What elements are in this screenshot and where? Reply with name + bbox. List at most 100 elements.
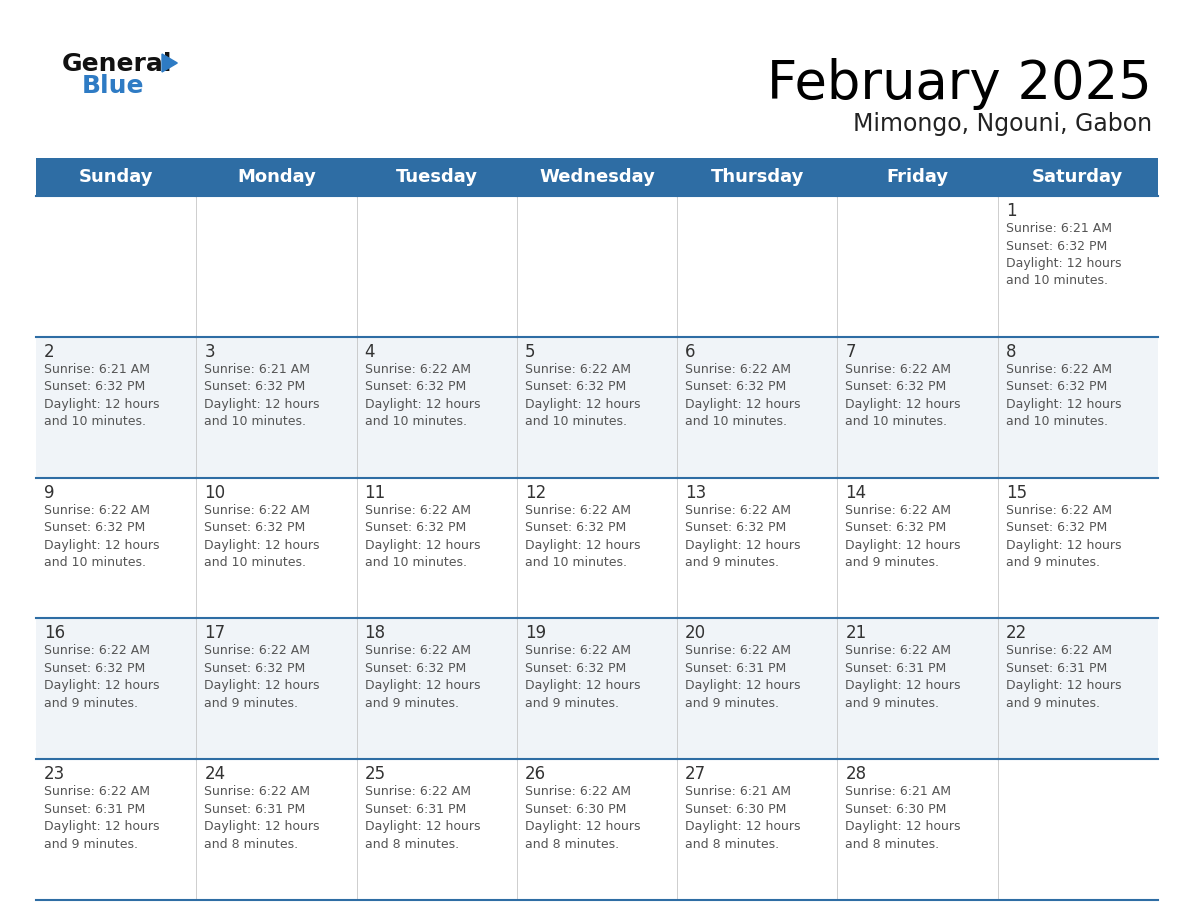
- Text: Sunrise: 6:22 AM
Sunset: 6:32 PM
Daylight: 12 hours
and 10 minutes.: Sunrise: 6:22 AM Sunset: 6:32 PM Dayligh…: [846, 363, 961, 429]
- Text: Mimongo, Ngouni, Gabon: Mimongo, Ngouni, Gabon: [853, 112, 1152, 136]
- Text: Sunrise: 6:21 AM
Sunset: 6:30 PM
Daylight: 12 hours
and 8 minutes.: Sunrise: 6:21 AM Sunset: 6:30 PM Dayligh…: [846, 785, 961, 851]
- Bar: [838, 619, 998, 759]
- Bar: [356, 619, 517, 759]
- Text: 26: 26: [525, 766, 546, 783]
- Bar: [838, 196, 998, 337]
- Bar: [196, 759, 356, 900]
- Text: Sunrise: 6:22 AM
Sunset: 6:32 PM
Daylight: 12 hours
and 9 minutes.: Sunrise: 6:22 AM Sunset: 6:32 PM Dayligh…: [685, 504, 801, 569]
- Bar: [517, 337, 677, 477]
- Text: Sunrise: 6:22 AM
Sunset: 6:32 PM
Daylight: 12 hours
and 10 minutes.: Sunrise: 6:22 AM Sunset: 6:32 PM Dayligh…: [204, 504, 320, 569]
- Bar: [196, 196, 356, 337]
- Text: Sunrise: 6:22 AM
Sunset: 6:31 PM
Daylight: 12 hours
and 8 minutes.: Sunrise: 6:22 AM Sunset: 6:31 PM Dayligh…: [204, 785, 320, 851]
- Text: 8: 8: [1006, 342, 1016, 361]
- Text: 13: 13: [685, 484, 707, 501]
- Text: Sunrise: 6:22 AM
Sunset: 6:31 PM
Daylight: 12 hours
and 9 minutes.: Sunrise: 6:22 AM Sunset: 6:31 PM Dayligh…: [1006, 644, 1121, 710]
- Text: Sunrise: 6:22 AM
Sunset: 6:32 PM
Daylight: 12 hours
and 10 minutes.: Sunrise: 6:22 AM Sunset: 6:32 PM Dayligh…: [685, 363, 801, 429]
- Bar: [356, 196, 517, 337]
- Bar: [517, 158, 677, 196]
- Bar: [517, 619, 677, 759]
- Bar: [517, 196, 677, 337]
- Bar: [998, 477, 1158, 619]
- Bar: [677, 619, 838, 759]
- Text: Sunrise: 6:22 AM
Sunset: 6:32 PM
Daylight: 12 hours
and 9 minutes.: Sunrise: 6:22 AM Sunset: 6:32 PM Dayligh…: [44, 644, 159, 710]
- Text: 21: 21: [846, 624, 867, 643]
- Text: 11: 11: [365, 484, 386, 501]
- Bar: [36, 158, 196, 196]
- Bar: [838, 759, 998, 900]
- Text: Blue: Blue: [82, 74, 145, 98]
- Text: Sunrise: 6:21 AM
Sunset: 6:32 PM
Daylight: 12 hours
and 10 minutes.: Sunrise: 6:21 AM Sunset: 6:32 PM Dayligh…: [204, 363, 320, 429]
- Bar: [677, 158, 838, 196]
- Text: Sunrise: 6:22 AM
Sunset: 6:31 PM
Daylight: 12 hours
and 9 minutes.: Sunrise: 6:22 AM Sunset: 6:31 PM Dayligh…: [846, 644, 961, 710]
- Bar: [838, 158, 998, 196]
- Text: 22: 22: [1006, 624, 1026, 643]
- Text: February 2025: February 2025: [767, 58, 1152, 110]
- Text: Sunrise: 6:22 AM
Sunset: 6:31 PM
Daylight: 12 hours
and 9 minutes.: Sunrise: 6:22 AM Sunset: 6:31 PM Dayligh…: [685, 644, 801, 710]
- Text: 10: 10: [204, 484, 226, 501]
- Text: 6: 6: [685, 342, 696, 361]
- Text: Sunrise: 6:22 AM
Sunset: 6:32 PM
Daylight: 12 hours
and 10 minutes.: Sunrise: 6:22 AM Sunset: 6:32 PM Dayligh…: [365, 363, 480, 429]
- Bar: [196, 477, 356, 619]
- Bar: [36, 477, 196, 619]
- Bar: [356, 158, 517, 196]
- Text: Tuesday: Tuesday: [396, 168, 478, 186]
- Text: 3: 3: [204, 342, 215, 361]
- Text: Sunrise: 6:22 AM
Sunset: 6:30 PM
Daylight: 12 hours
and 8 minutes.: Sunrise: 6:22 AM Sunset: 6:30 PM Dayligh…: [525, 785, 640, 851]
- Text: 1: 1: [1006, 202, 1017, 220]
- Text: Sunrise: 6:21 AM
Sunset: 6:32 PM
Daylight: 12 hours
and 10 minutes.: Sunrise: 6:21 AM Sunset: 6:32 PM Dayligh…: [44, 363, 159, 429]
- Text: Sunrise: 6:22 AM
Sunset: 6:31 PM
Daylight: 12 hours
and 8 minutes.: Sunrise: 6:22 AM Sunset: 6:31 PM Dayligh…: [365, 785, 480, 851]
- Bar: [356, 759, 517, 900]
- Text: 14: 14: [846, 484, 866, 501]
- Bar: [998, 196, 1158, 337]
- Bar: [356, 337, 517, 477]
- Bar: [36, 619, 196, 759]
- Bar: [998, 759, 1158, 900]
- Text: Sunrise: 6:21 AM
Sunset: 6:30 PM
Daylight: 12 hours
and 8 minutes.: Sunrise: 6:21 AM Sunset: 6:30 PM Dayligh…: [685, 785, 801, 851]
- Text: General: General: [62, 52, 172, 76]
- Text: Sunrise: 6:22 AM
Sunset: 6:32 PM
Daylight: 12 hours
and 9 minutes.: Sunrise: 6:22 AM Sunset: 6:32 PM Dayligh…: [204, 644, 320, 710]
- Text: Friday: Friday: [886, 168, 949, 186]
- Bar: [36, 196, 196, 337]
- Text: 9: 9: [44, 484, 55, 501]
- Text: 24: 24: [204, 766, 226, 783]
- Text: Sunday: Sunday: [78, 168, 153, 186]
- Text: Sunrise: 6:22 AM
Sunset: 6:32 PM
Daylight: 12 hours
and 9 minutes.: Sunrise: 6:22 AM Sunset: 6:32 PM Dayligh…: [365, 644, 480, 710]
- Text: 16: 16: [44, 624, 65, 643]
- Bar: [677, 759, 838, 900]
- Text: 5: 5: [525, 342, 536, 361]
- Text: 19: 19: [525, 624, 546, 643]
- Bar: [517, 759, 677, 900]
- Bar: [998, 158, 1158, 196]
- Text: Saturday: Saturday: [1032, 168, 1124, 186]
- Text: 28: 28: [846, 766, 866, 783]
- Polygon shape: [162, 54, 177, 72]
- Text: Sunrise: 6:22 AM
Sunset: 6:32 PM
Daylight: 12 hours
and 9 minutes.: Sunrise: 6:22 AM Sunset: 6:32 PM Dayligh…: [525, 644, 640, 710]
- Text: Sunrise: 6:22 AM
Sunset: 6:32 PM
Daylight: 12 hours
and 10 minutes.: Sunrise: 6:22 AM Sunset: 6:32 PM Dayligh…: [365, 504, 480, 569]
- Bar: [196, 158, 356, 196]
- Bar: [36, 759, 196, 900]
- Bar: [196, 337, 356, 477]
- Text: 12: 12: [525, 484, 546, 501]
- Bar: [677, 196, 838, 337]
- Text: 2: 2: [44, 342, 55, 361]
- Text: Wednesday: Wednesday: [539, 168, 655, 186]
- Text: Sunrise: 6:22 AM
Sunset: 6:32 PM
Daylight: 12 hours
and 10 minutes.: Sunrise: 6:22 AM Sunset: 6:32 PM Dayligh…: [525, 363, 640, 429]
- Text: 7: 7: [846, 342, 855, 361]
- Bar: [196, 619, 356, 759]
- Text: Sunrise: 6:22 AM
Sunset: 6:32 PM
Daylight: 12 hours
and 9 minutes.: Sunrise: 6:22 AM Sunset: 6:32 PM Dayligh…: [1006, 504, 1121, 569]
- Text: 27: 27: [685, 766, 707, 783]
- Bar: [517, 477, 677, 619]
- Bar: [998, 337, 1158, 477]
- Text: 18: 18: [365, 624, 386, 643]
- Text: Sunrise: 6:22 AM
Sunset: 6:32 PM
Daylight: 12 hours
and 10 minutes.: Sunrise: 6:22 AM Sunset: 6:32 PM Dayligh…: [525, 504, 640, 569]
- Text: 17: 17: [204, 624, 226, 643]
- Text: Sunrise: 6:22 AM
Sunset: 6:32 PM
Daylight: 12 hours
and 10 minutes.: Sunrise: 6:22 AM Sunset: 6:32 PM Dayligh…: [44, 504, 159, 569]
- Bar: [36, 337, 196, 477]
- Text: Sunrise: 6:22 AM
Sunset: 6:31 PM
Daylight: 12 hours
and 9 minutes.: Sunrise: 6:22 AM Sunset: 6:31 PM Dayligh…: [44, 785, 159, 851]
- Text: Monday: Monday: [236, 168, 316, 186]
- Text: 4: 4: [365, 342, 375, 361]
- Text: Sunrise: 6:21 AM
Sunset: 6:32 PM
Daylight: 12 hours
and 10 minutes.: Sunrise: 6:21 AM Sunset: 6:32 PM Dayligh…: [1006, 222, 1121, 287]
- Text: Sunrise: 6:22 AM
Sunset: 6:32 PM
Daylight: 12 hours
and 9 minutes.: Sunrise: 6:22 AM Sunset: 6:32 PM Dayligh…: [846, 504, 961, 569]
- Bar: [998, 619, 1158, 759]
- Bar: [677, 337, 838, 477]
